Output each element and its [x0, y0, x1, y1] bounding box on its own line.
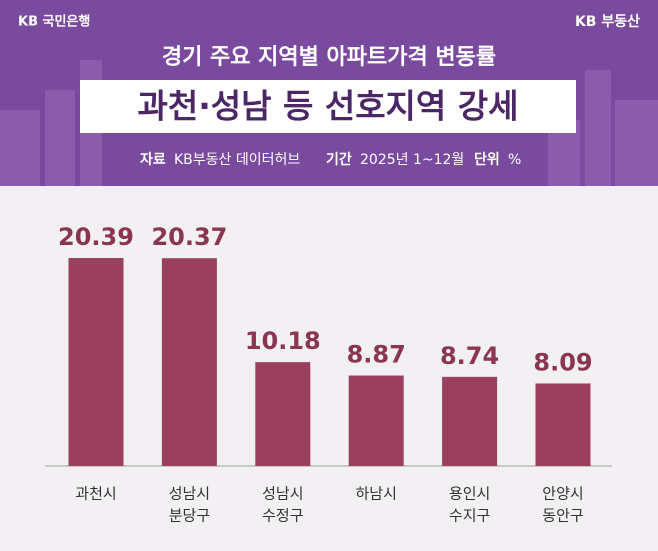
value-label: 8.87 [347, 341, 406, 369]
x-tick-label: 수정구 [262, 507, 303, 525]
value-label: 20.37 [151, 223, 227, 251]
brand-left: KB 국민은행 [18, 14, 90, 30]
bar [255, 362, 311, 466]
source-label: 자료 [140, 152, 166, 168]
x-tick-label: 안양시 [542, 485, 583, 503]
brand-right: KB 부동산 [575, 13, 640, 30]
x-tick-label: 성남시 [169, 485, 210, 503]
value-label: 10.18 [245, 327, 321, 355]
period: 2025년 1~12월 [360, 152, 464, 168]
chart-title: 경기 주요 지역별 아파트가격 변동률 [162, 45, 496, 70]
x-tick-label: 분당구 [169, 507, 210, 525]
bar [535, 383, 591, 466]
value-label: 8.74 [440, 342, 499, 370]
value-label: 20.39 [58, 223, 134, 251]
info-line: 자료 KB부동산 데이터허브 기간 2025년 1~12월 단위 % [140, 151, 521, 168]
x-tick-label: 과천시 [75, 485, 116, 503]
unit: % [508, 152, 521, 168]
subtitle-box [80, 80, 576, 133]
source: KB부동산 데이터허브 [174, 152, 300, 168]
bar [68, 258, 124, 466]
x-tick-label: 용인시 [449, 485, 490, 503]
x-tick-label: 수지구 [449, 507, 490, 525]
bar [348, 375, 404, 466]
chart-subtitle: 과천·성남 등 선호지역 강세 [138, 87, 519, 126]
bar [161, 258, 217, 466]
x-tick-label: 하남시 [355, 485, 396, 503]
unit-label: 단위 [474, 151, 500, 168]
x-tick-label: 성남시 [262, 485, 303, 503]
value-label: 8.09 [533, 348, 592, 376]
period-label: 기간 [326, 151, 352, 168]
bar [442, 376, 498, 466]
x-tick-label: 동안구 [542, 507, 583, 525]
